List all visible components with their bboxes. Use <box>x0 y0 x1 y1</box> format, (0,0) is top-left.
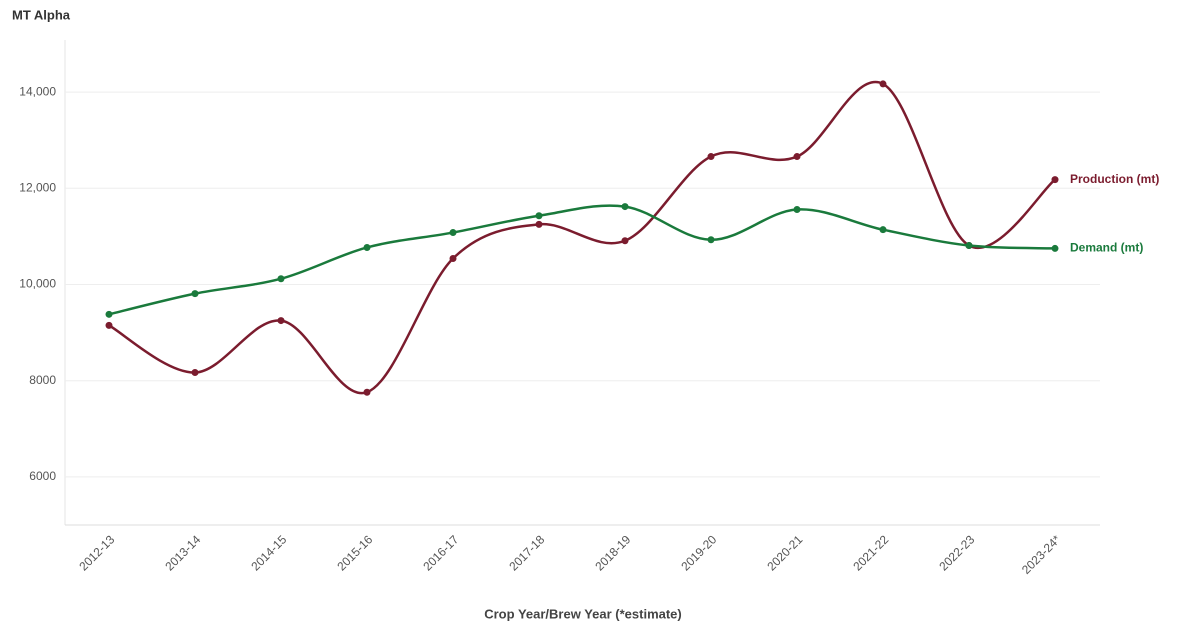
y-tick-label: 12,000 <box>19 180 56 194</box>
chart-title: MT Alpha <box>12 7 71 22</box>
point <box>363 243 371 251</box>
series-line <box>108 80 1056 395</box>
point <box>621 237 629 245</box>
point <box>277 275 285 283</box>
point <box>793 205 801 213</box>
y-tick-label: 10,000 <box>19 277 56 291</box>
y-tick-label: 14,000 <box>19 84 56 98</box>
point <box>793 153 801 161</box>
point <box>879 80 887 88</box>
x-tick-label: 2013-14 <box>162 532 203 573</box>
x-tick-label: 2020-21 <box>764 532 805 573</box>
point <box>105 321 113 329</box>
x-tick-label: 2014-15 <box>248 532 289 573</box>
x-tick-label: 2017-18 <box>506 532 547 573</box>
x-tick-label: 2021-22 <box>850 532 891 573</box>
point <box>1051 176 1059 184</box>
point <box>449 229 457 237</box>
series-label: Production (mt) <box>1070 172 1159 186</box>
point <box>535 220 543 228</box>
point <box>449 255 457 263</box>
x-axis-title: Crop Year/Brew Year (*estimate) <box>484 606 682 621</box>
point <box>191 290 199 298</box>
point <box>1051 244 1059 252</box>
point <box>621 203 629 211</box>
point <box>707 153 715 161</box>
x-tick-label: 2023-24* <box>1019 532 1064 577</box>
x-tick-label: 2016-17 <box>420 532 461 573</box>
y-tick-label: 6000 <box>29 469 56 483</box>
x-tick-label: 2019-20 <box>678 532 719 573</box>
point <box>707 236 715 244</box>
point <box>105 310 113 318</box>
x-tick-label: 2015-16 <box>334 532 375 573</box>
series-label: Demand (mt) <box>1070 241 1143 255</box>
point <box>363 388 371 396</box>
y-tick-label: 8000 <box>29 373 56 387</box>
point <box>191 369 199 377</box>
point <box>277 317 285 325</box>
point <box>965 242 973 250</box>
point <box>879 226 887 234</box>
x-tick-label: 2018-19 <box>592 532 633 573</box>
x-tick-label: 2022-23 <box>936 532 977 573</box>
point <box>535 212 543 220</box>
x-tick-label: 2012-13 <box>76 532 117 573</box>
series-line <box>108 204 1056 316</box>
